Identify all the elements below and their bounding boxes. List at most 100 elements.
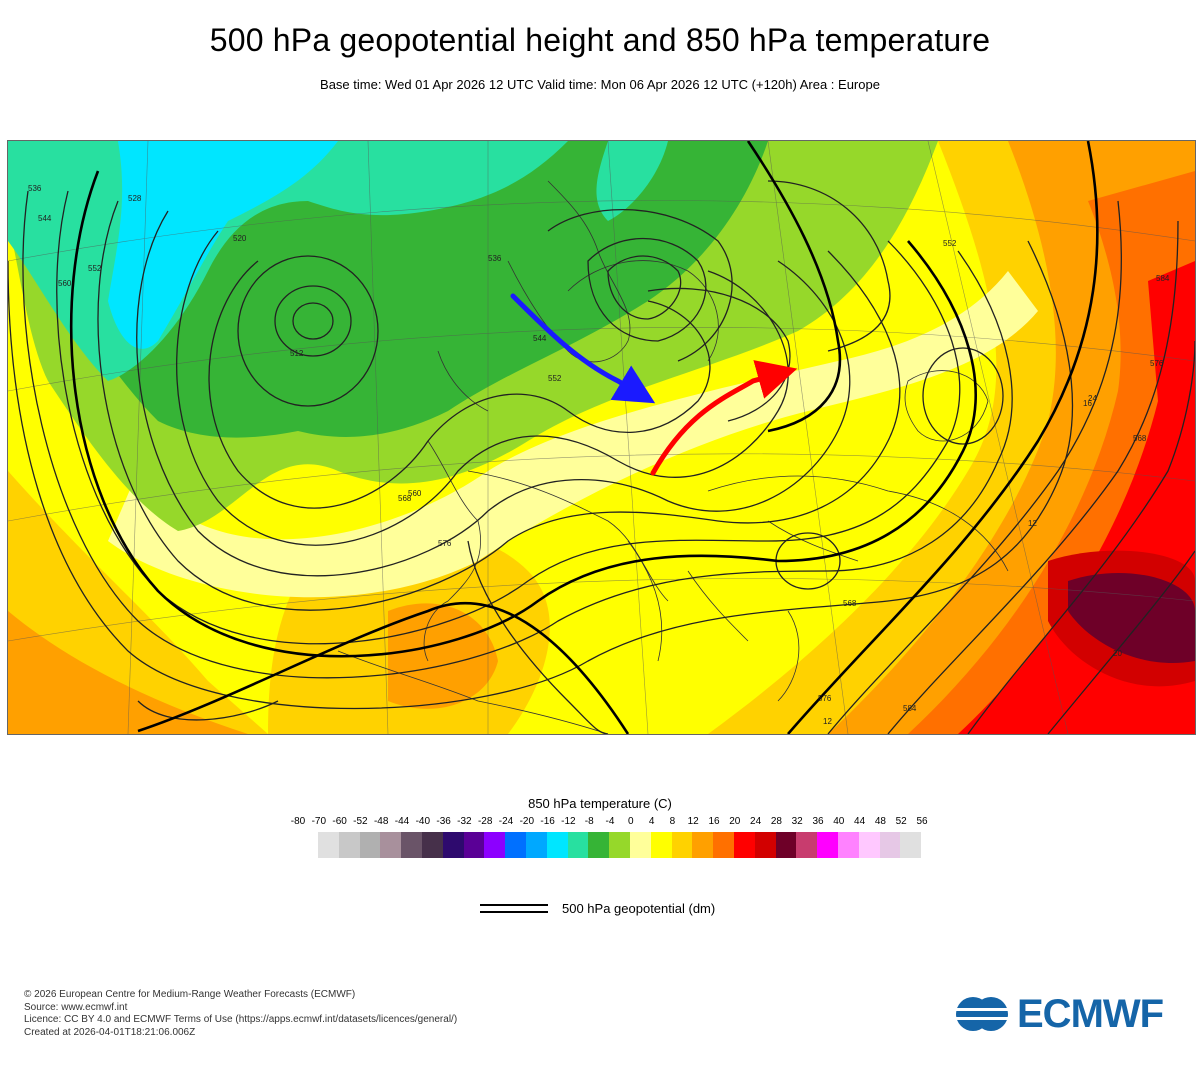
temperature-label: 12 (823, 717, 832, 726)
chart-subtitle: Base time: Wed 01 Apr 2026 12 UTC Valid … (320, 77, 880, 92)
legend-swatch (525, 832, 547, 858)
legend-swatch (754, 832, 776, 858)
legend-tick: 36 (812, 816, 824, 827)
legend-swatch (858, 832, 880, 858)
legend-swatch (733, 832, 755, 858)
legend-tick: -28 (477, 816, 493, 827)
legend-tick: -44 (394, 816, 410, 827)
legend-tick: 40 (833, 816, 845, 827)
legend-tick: 28 (770, 816, 782, 827)
contour-label: 544 (533, 334, 547, 343)
legend-swatch (318, 832, 339, 858)
credit-line: Licence: CC BY 4.0 and ECMWF Terms of Us… (24, 1014, 458, 1025)
contour-label: 568 (843, 599, 857, 608)
contour-label: 552 (548, 374, 562, 383)
legend-tick: -80 (290, 816, 306, 827)
weather-map: 536 544 552 560 512 520 528 536 544 552 … (7, 140, 1196, 735)
contour-label: 560 (408, 489, 422, 498)
legend-tick: 8 (669, 816, 676, 827)
temp-band-0 (108, 271, 1038, 598)
legend-tick: -8 (584, 816, 594, 827)
legend-tick: 48 (874, 816, 886, 827)
temperature-label: 12 (1028, 519, 1037, 528)
legend-tick: 44 (854, 816, 866, 827)
legend-swatch (713, 832, 734, 858)
temp-band-12 (8, 611, 248, 734)
legend-swatch (567, 832, 589, 858)
legend-swatch (338, 832, 360, 858)
legend-tick: 56 (916, 816, 928, 827)
contour-label-group: 536 544 552 560 512 520 528 536 544 552 … (28, 184, 1170, 726)
credit-line: Created at 2026-04-01T18:21:06.006Z (24, 1026, 196, 1038)
contour-label: 512 (290, 349, 304, 358)
temp-band-12 (388, 603, 498, 709)
legend-swatch (546, 832, 568, 858)
map-canvas: 536 544 552 560 512 520 528 536 544 552 … (8, 141, 1195, 734)
legend-tick: 0 (628, 816, 634, 827)
contour-label: 584 (903, 704, 917, 713)
contour-label: 536 (488, 254, 502, 263)
legend-tick: -32 (457, 816, 472, 827)
chart-title: 500 hPa geopotential height and 850 hPa … (209, 22, 991, 58)
legend-tick: 4 (648, 816, 655, 827)
legend-tick: -4 (605, 816, 615, 827)
legend-tick: -70 (311, 816, 327, 827)
credits: © 2026 European Centre for Medium-Range … (24, 989, 457, 1039)
contour-label: 560 (58, 279, 72, 288)
geopotential-contours-bold (69, 141, 1099, 734)
contour-label: 552 (943, 239, 957, 248)
legend-swatch (380, 832, 402, 858)
legend-tick: -16 (540, 816, 555, 827)
legend-swatch (588, 832, 610, 858)
ecmwf-logo-icon (953, 997, 1011, 1031)
contour-label: 552 (88, 264, 102, 273)
legend-tick: -60 (332, 816, 347, 827)
contour-legend-label: 500 hPa geopotential (dm) (562, 900, 716, 916)
legend-swatch (879, 832, 901, 858)
legend-title: 850 hPa temperature (C) (528, 796, 672, 811)
legend-swatch (837, 832, 859, 858)
legend-tick: -36 (436, 816, 451, 827)
contour-label: 568 (398, 494, 412, 503)
legend-tick: 20 (729, 816, 741, 827)
temperature-label: 20 (1113, 649, 1122, 658)
legend-swatch (609, 832, 630, 858)
legend-swatch (421, 832, 443, 858)
legend-tick: -40 (415, 816, 431, 827)
legend-tick: -20 (519, 816, 535, 827)
legend-swatch (401, 832, 422, 858)
legend-tick: -12 (561, 816, 576, 827)
ecmwf-logo: ECMWF (953, 990, 1183, 1038)
contour-label: 576 (438, 539, 452, 548)
contour-label: 576 (1150, 359, 1164, 368)
legend-swatch (775, 832, 797, 858)
legend-tick: 24 (750, 816, 762, 827)
legend-swatch (629, 832, 651, 858)
contour-label: 528 (128, 194, 142, 203)
legend-swatch (796, 832, 818, 858)
temp-band-minus16 (108, 141, 338, 349)
legend-tick: 52 (895, 816, 907, 827)
legend-swatch (359, 832, 381, 858)
contour-label: 576 (818, 694, 832, 703)
legend-swatch (505, 832, 526, 858)
contour-line-sample (480, 903, 548, 913)
legend-tick: -52 (353, 816, 368, 827)
legend-tick: 32 (791, 816, 803, 827)
legend-swatch (817, 832, 838, 858)
contour-legend: 500 hPa geopotential (dm) (480, 898, 715, 918)
legend-swatch (900, 832, 922, 858)
contour-label: 536 (28, 184, 42, 193)
legend-swatch (692, 832, 714, 858)
legend-tick: 16 (708, 816, 720, 827)
temperature-label: 24 (1088, 394, 1097, 403)
legend-tick: -24 (498, 816, 514, 827)
temperature-label: 16 (1083, 399, 1092, 408)
credit-line: Source: www.ecmwf.int (24, 1001, 128, 1013)
legend-tick: -48 (373, 816, 389, 827)
legend-swatch (671, 832, 693, 858)
legend-tick: 12 (687, 816, 699, 827)
logo-text: ECMWF (1017, 991, 1164, 1036)
contour-label: 568 (1133, 434, 1147, 443)
credit-line: © 2026 European Centre for Medium-Range … (24, 989, 356, 1000)
